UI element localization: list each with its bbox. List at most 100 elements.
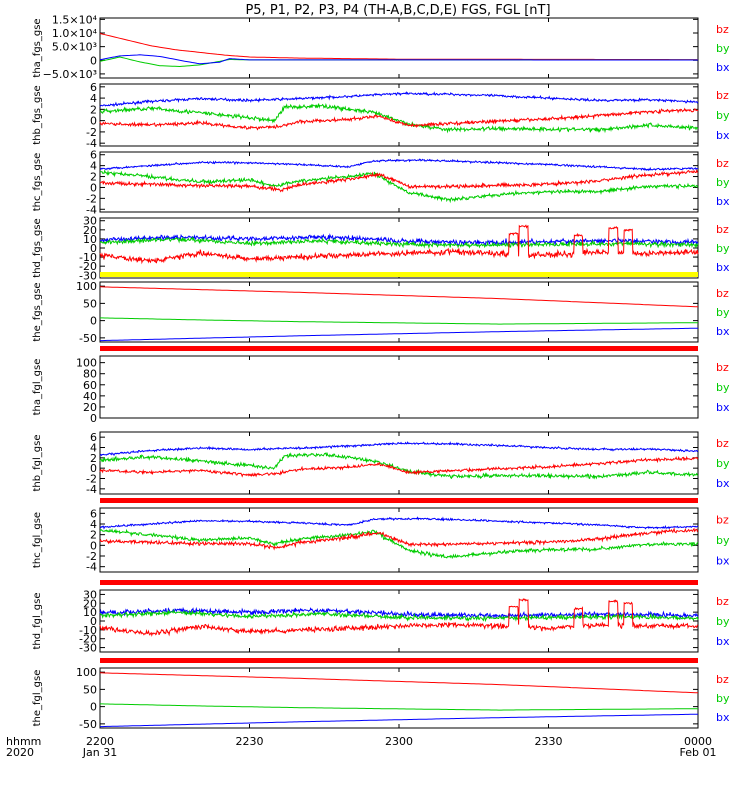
series-bz xyxy=(99,107,699,131)
y-tick-label: 20 xyxy=(83,597,97,610)
y-tick-label: 6 xyxy=(90,507,97,520)
panel-ylabel: thc_fgl_gse xyxy=(32,512,43,568)
legend-bx: bx xyxy=(716,195,730,208)
y-tick-label: 4 xyxy=(90,518,97,531)
y-tick-label: 4 xyxy=(90,442,97,455)
y-tick-label: -20 xyxy=(79,633,97,646)
y-tick-label: 0 xyxy=(90,242,97,255)
legend-by: by xyxy=(716,176,730,189)
y-tick-label: 1.5×10⁴ xyxy=(52,13,98,26)
x-tick-label: 2200 xyxy=(86,735,114,748)
y-tick-label: -30 xyxy=(79,642,97,655)
y-tick-label: 50 xyxy=(83,297,97,310)
y-tick-label: 100 xyxy=(76,357,97,370)
legend-bx: bx xyxy=(716,635,730,648)
y-tick-label: 20 xyxy=(83,401,97,414)
series-by xyxy=(99,608,699,623)
panel-ylabel: the_fgl_gse xyxy=(32,670,43,727)
panel-frame xyxy=(99,667,699,729)
x-tick-date: Jan 31 xyxy=(82,746,117,759)
legend-bz: bz xyxy=(716,673,729,686)
y-tick-label: 2 xyxy=(90,103,97,116)
panel-ylabel: tha_fgs_gse xyxy=(32,18,43,77)
series-bz xyxy=(99,672,699,694)
y-tick-label: 6 xyxy=(90,81,97,94)
panel-tha_fgs_gse: 1.5×10⁴1.0×10⁴5.0×10³0−5.0×10³tha_fgs_gs… xyxy=(32,13,730,81)
y-tick-label: 0 xyxy=(90,315,97,328)
series-bz xyxy=(99,527,699,551)
panel-ylabel: thb_fgl_gse xyxy=(32,435,43,492)
series-bx xyxy=(100,713,699,728)
panel-ylabel: thb_fgs_gse xyxy=(32,85,43,144)
legend-bx: bx xyxy=(716,61,730,74)
legend-bz: bz xyxy=(716,23,729,36)
y-tick-label: 0 xyxy=(90,181,97,194)
y-tick-label: -20 xyxy=(79,260,97,273)
legend-bx: bx xyxy=(716,261,730,274)
y-tick-label: 0 xyxy=(90,539,97,552)
panel-ylabel: thd_fgs_gse xyxy=(32,218,43,277)
y-tick-label: 80 xyxy=(83,368,97,381)
panel-flag-bar xyxy=(100,580,698,585)
panels: 1.5×10⁴1.0×10⁴5.0×10³0−5.0×10³tha_fgs_gs… xyxy=(32,13,730,730)
y-tick-label: 0 xyxy=(90,462,97,475)
y-tick-label: -4 xyxy=(86,483,97,496)
panel-flag-bar xyxy=(100,272,698,277)
legend-by: by xyxy=(716,42,730,55)
series-by xyxy=(99,452,699,481)
series-bx xyxy=(100,158,699,172)
y-tick-label: 0 xyxy=(90,615,97,628)
y-tick-label: -10 xyxy=(79,251,97,264)
legend-bz: bz xyxy=(716,223,729,236)
y-tick-label: 0 xyxy=(90,115,97,128)
series-bx xyxy=(99,516,699,530)
series-bz xyxy=(99,455,699,478)
legend-bx: bx xyxy=(716,401,730,414)
legend-by: by xyxy=(716,109,730,122)
y-tick-label: 2 xyxy=(90,452,97,465)
y-tick-label: 40 xyxy=(83,390,97,403)
legend-by: by xyxy=(716,242,730,255)
legend-bz: bz xyxy=(716,287,729,300)
y-tick-label: -50 xyxy=(79,718,97,731)
y-tick-label: 20 xyxy=(83,224,97,237)
y-tick-label: 5.0×10³ xyxy=(52,41,97,54)
series-bz xyxy=(99,224,699,265)
legend-bx: bx xyxy=(716,325,730,338)
panel-ylabel: tha_fgl_gse xyxy=(32,359,43,416)
legend-bz: bz xyxy=(716,437,729,450)
legend-by: by xyxy=(716,534,730,547)
y-tick-label: 6 xyxy=(90,431,97,444)
y-tick-label: 0 xyxy=(90,54,97,67)
y-tick-label: 6 xyxy=(90,149,97,162)
y-tick-label: 0 xyxy=(90,412,97,425)
series-by xyxy=(99,102,699,134)
series-by xyxy=(99,528,699,560)
y-tick-label: 100 xyxy=(76,666,97,679)
legend-by: by xyxy=(716,457,730,470)
series-bx xyxy=(99,441,699,457)
panel-ylabel: thd_fgl_gse xyxy=(32,593,43,650)
y-tick-label: -2 xyxy=(86,550,97,563)
panel-ylabel: the_fgs_gse xyxy=(32,282,43,341)
x-tick-label: 2330 xyxy=(535,735,563,748)
x-row-label: 2020 xyxy=(6,746,34,759)
series-by xyxy=(99,169,699,204)
series-bz xyxy=(99,598,699,637)
series-bz xyxy=(99,286,699,308)
y-tick-label: 2 xyxy=(90,529,97,542)
panel-flag-bar xyxy=(100,658,698,663)
legend-by: by xyxy=(716,692,730,705)
x-tick-label: 2230 xyxy=(236,735,264,748)
y-tick-label: 4 xyxy=(90,92,97,105)
series-by xyxy=(99,236,699,250)
x-row-label: hhmm xyxy=(6,735,41,748)
